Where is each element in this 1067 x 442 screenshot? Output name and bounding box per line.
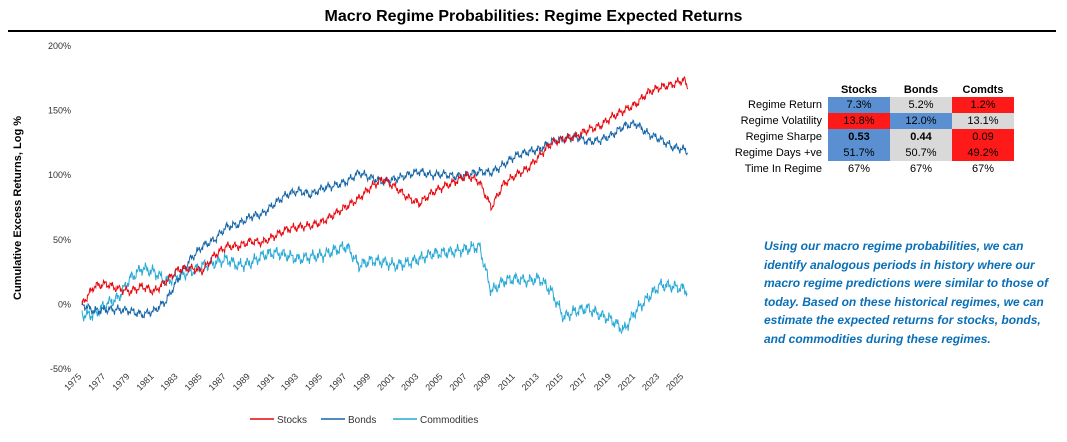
x-tick-label: 1987 bbox=[207, 371, 228, 392]
x-tick-label: 2013 bbox=[520, 371, 541, 392]
x-tick-label: 1979 bbox=[110, 371, 131, 392]
y-tick-label: 150% bbox=[48, 106, 71, 116]
table-row: Regime Days +ve 51.7% 50.7% 49.2% bbox=[706, 145, 1014, 161]
x-tick-label: 2021 bbox=[616, 371, 637, 392]
x-tick-label: 1981 bbox=[134, 371, 155, 392]
x-tick-label: 1983 bbox=[158, 371, 179, 392]
y-tick-label: -50% bbox=[50, 364, 71, 374]
x-tick-label: 2005 bbox=[423, 371, 444, 392]
series-line-commodities bbox=[81, 241, 688, 335]
x-tick-label: 2025 bbox=[664, 371, 685, 392]
cell-days-stocks: 51.7% bbox=[828, 145, 890, 161]
x-tick-label: 1993 bbox=[279, 371, 300, 392]
y-tick-label: 0% bbox=[58, 299, 71, 309]
x-tick-label: 1989 bbox=[231, 371, 252, 392]
legend-label-commodities: Commodities bbox=[420, 415, 478, 426]
cell-return-comdts: 1.2% bbox=[952, 97, 1014, 113]
row-label-sharpe: Regime Sharpe bbox=[745, 131, 822, 143]
y-axis-title: Cumulative Excess Returns, Log % bbox=[12, 116, 24, 300]
row-label-days-positive: Regime Days +ve bbox=[734, 147, 822, 159]
table-row: Regime Volatility 13.8% 12.0% 13.1% bbox=[706, 113, 1014, 129]
table-header-row: Stocks Bonds Comdts bbox=[706, 83, 1014, 97]
x-tick-label: 1975 bbox=[62, 371, 83, 392]
cell-volatility-comdts: 13.1% bbox=[952, 113, 1014, 129]
cell-return-bonds: 5.2% bbox=[890, 97, 952, 113]
legend-label-stocks: Stocks bbox=[277, 415, 307, 426]
x-tick-label: 1985 bbox=[183, 371, 204, 392]
x-tick-label: 2007 bbox=[447, 371, 468, 392]
table-row: Time In Regime 67% 67% 67% bbox=[706, 161, 1014, 177]
x-tick-label: 2019 bbox=[592, 371, 613, 392]
cell-volatility-stocks: 13.8% bbox=[828, 113, 890, 129]
x-tick-label: 2011 bbox=[496, 371, 517, 392]
cell-sharpe-comdts: 0.09 bbox=[952, 129, 1014, 145]
x-tick-label: 2023 bbox=[640, 371, 661, 392]
row-label-time-in-regime: Time In Regime bbox=[744, 163, 822, 175]
x-tick-label: 1999 bbox=[351, 371, 372, 392]
y-tick-label: 100% bbox=[48, 170, 71, 180]
column-header-bonds: Bonds bbox=[903, 84, 939, 96]
x-tick-label: 2001 bbox=[375, 371, 396, 392]
cell-sharpe-bonds: 0.44 bbox=[890, 129, 952, 145]
x-tick-label: 1991 bbox=[255, 371, 276, 392]
chart-title: Macro Regime Probabilities: Regime Expec… bbox=[324, 8, 743, 25]
cell-return-stocks: 7.3% bbox=[828, 97, 890, 113]
x-tick-label: 1997 bbox=[327, 371, 348, 392]
title-divider bbox=[8, 30, 1056, 32]
cell-time-comdts: 67% bbox=[952, 161, 1014, 177]
series-line-stocks bbox=[81, 76, 689, 306]
x-tick-label: 2003 bbox=[399, 371, 420, 392]
x-tick-label: 2015 bbox=[544, 371, 565, 392]
table-row: Regime Sharpe 0.53 0.44 0.09 bbox=[706, 129, 1014, 145]
column-header-comdts: Comdts bbox=[962, 84, 1004, 96]
y-tick-label: 200% bbox=[48, 41, 71, 51]
table-corner bbox=[706, 83, 828, 97]
cell-time-bonds: 67% bbox=[890, 161, 952, 177]
commentary-note: Using our macro regime probabilities, we… bbox=[764, 239, 1049, 346]
column-header-stocks: Stocks bbox=[840, 84, 878, 96]
cell-time-stocks: 67% bbox=[828, 161, 890, 177]
x-tick-label: 1995 bbox=[303, 371, 324, 392]
row-label-volatility: Regime Volatility bbox=[740, 115, 822, 127]
x-tick-label: 2017 bbox=[568, 371, 589, 392]
cell-sharpe-stocks: 0.53 bbox=[828, 129, 890, 145]
cell-volatility-bonds: 12.0% bbox=[890, 113, 952, 129]
x-tick-label: 2009 bbox=[472, 371, 493, 392]
y-tick-label: 50% bbox=[53, 235, 71, 245]
series-line-bonds bbox=[81, 118, 689, 319]
regime-stats-table: Stocks Bonds Comdts Regime Return 7.3% 5… bbox=[706, 83, 1014, 177]
cell-days-bonds: 50.7% bbox=[890, 145, 952, 161]
row-label-return: Regime Return bbox=[748, 99, 822, 111]
table-row: Regime Return 7.3% 5.2% 1.2% bbox=[706, 97, 1014, 113]
cell-days-comdts: 49.2% bbox=[952, 145, 1014, 161]
x-tick-label: 1977 bbox=[86, 371, 107, 392]
legend-label-bonds: Bonds bbox=[348, 415, 376, 426]
